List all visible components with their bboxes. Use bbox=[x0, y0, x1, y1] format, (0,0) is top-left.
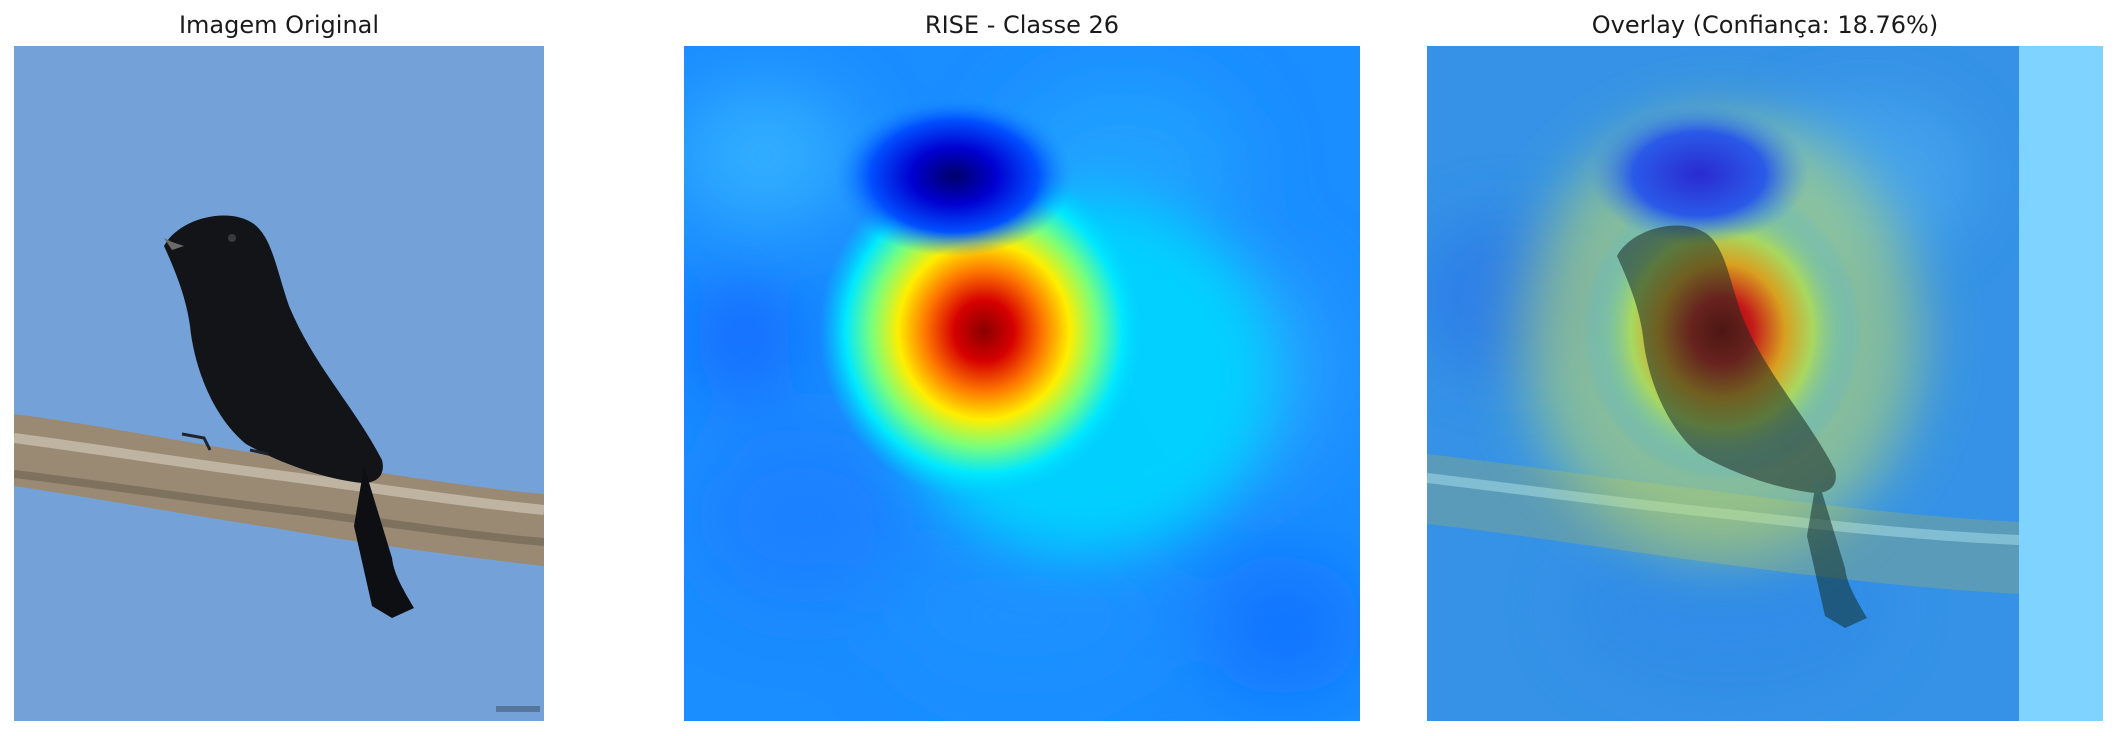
title-heatmap: RISE - Classe 26 bbox=[924, 11, 1120, 39]
title-overlay: Overlay (Confiança: 18.76%) bbox=[1591, 11, 1939, 39]
title-original: Imagem Original bbox=[178, 11, 380, 39]
original-image bbox=[14, 46, 544, 721]
heatmap-blob bbox=[684, 46, 1360, 721]
overlay-composite bbox=[1427, 46, 2103, 721]
overlay-image bbox=[1427, 46, 2103, 721]
bird bbox=[164, 215, 414, 618]
bird-photo bbox=[14, 46, 544, 721]
heatmap bbox=[684, 46, 1360, 721]
overlay-edge-band bbox=[2019, 46, 2103, 721]
